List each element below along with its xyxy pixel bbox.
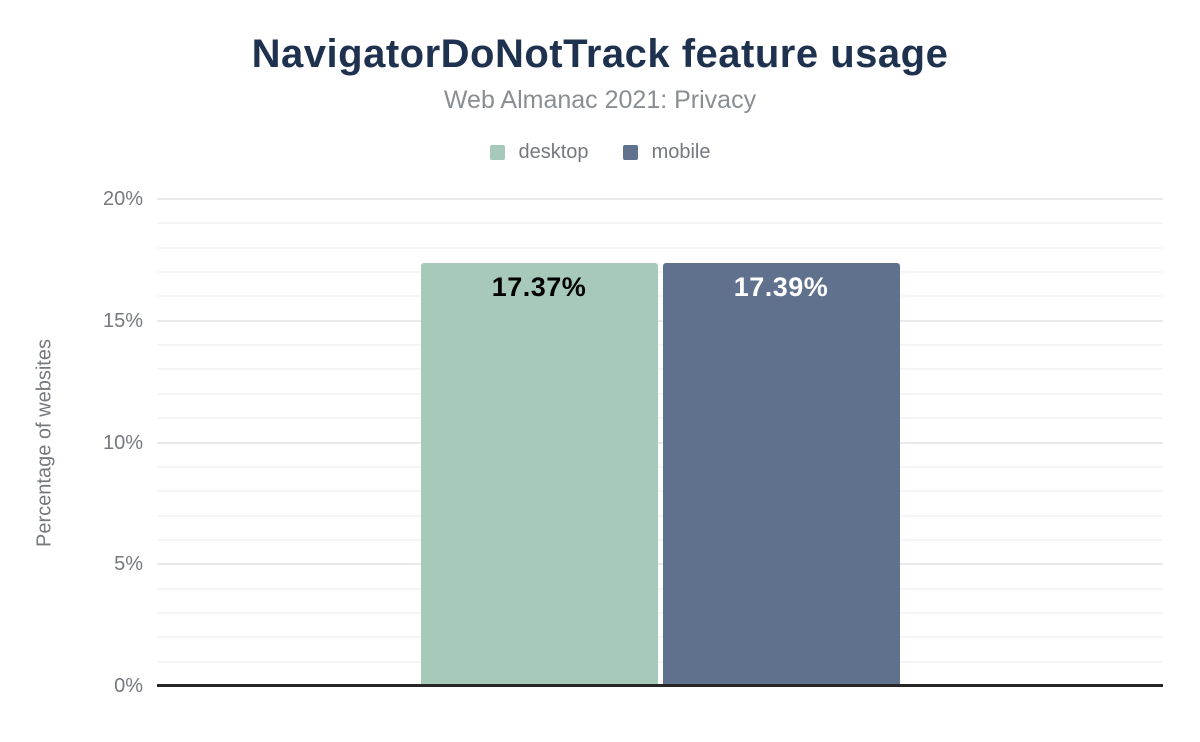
gridline-11pct [157,417,1163,420]
gridline-5pct [157,563,1163,566]
gridline-9pct [157,465,1163,468]
gridline-14pct [157,344,1163,347]
y-tick-5pct: 5% [114,553,143,576]
gridline-18pct [157,246,1163,249]
legend-label-mobile: mobile [651,141,711,163]
gridline-8pct [157,490,1163,493]
plot-area: 17.37% 17.39% [157,198,1163,687]
gridline-7pct [157,514,1163,517]
legend-item-mobile[interactable]: mobile [622,141,711,164]
gridline-3pct [157,611,1163,614]
gridline-6pct [157,538,1163,541]
gridline-19pct [157,222,1163,225]
bar-value-label-desktop: 17.37% [491,272,587,303]
legend: desktop mobile [0,141,1200,164]
y-tick-15pct: 15% [102,309,143,332]
gridline-13pct [157,368,1163,371]
y-axis-ticks: 0% 5% 10% 15% 20% [0,188,143,697]
y-tick-10pct: 10% [102,431,143,454]
legend-swatch-desktop [489,145,505,160]
bar-desktop[interactable]: 17.37% [420,263,658,686]
gridline-20pct [157,198,1163,200]
gridline-16pct [157,295,1163,298]
y-tick-20pct: 20% [102,188,143,210]
gridline-15pct [157,319,1163,322]
legend-item-desktop[interactable]: desktop [489,141,589,164]
x-axis-line [157,684,1163,687]
legend-label-desktop: desktop [518,141,589,163]
y-tick-0pct: 0% [114,675,143,697]
gridline-4pct [157,587,1163,590]
legend-swatch-mobile [622,145,638,160]
chart-title: NavigatorDoNotTrack feature usage [251,32,949,76]
bar-value-label-mobile: 17.39% [733,271,829,302]
gridline-10pct [157,441,1163,444]
gridline-2pct [157,636,1163,639]
gridline-12pct [157,392,1163,395]
gridline-17pct [157,271,1163,274]
chart-subtitle: Web Almanac 2021: Privacy [443,86,757,114]
gridline-1pct [157,660,1163,663]
bar-mobile[interactable]: 17.39% [662,262,900,686]
